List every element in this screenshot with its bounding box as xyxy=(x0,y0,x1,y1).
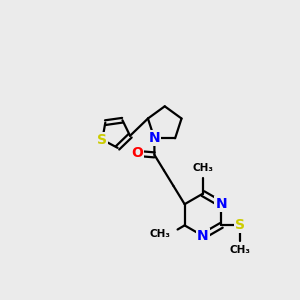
Text: S: S xyxy=(235,218,244,233)
Text: N: N xyxy=(215,197,227,211)
Text: CH₃: CH₃ xyxy=(193,163,214,173)
Text: CH₃: CH₃ xyxy=(229,245,250,255)
Text: S: S xyxy=(97,133,107,147)
Text: N: N xyxy=(148,131,160,145)
Text: N: N xyxy=(197,229,209,243)
Text: CH₃: CH₃ xyxy=(149,229,170,238)
Text: O: O xyxy=(131,146,143,161)
